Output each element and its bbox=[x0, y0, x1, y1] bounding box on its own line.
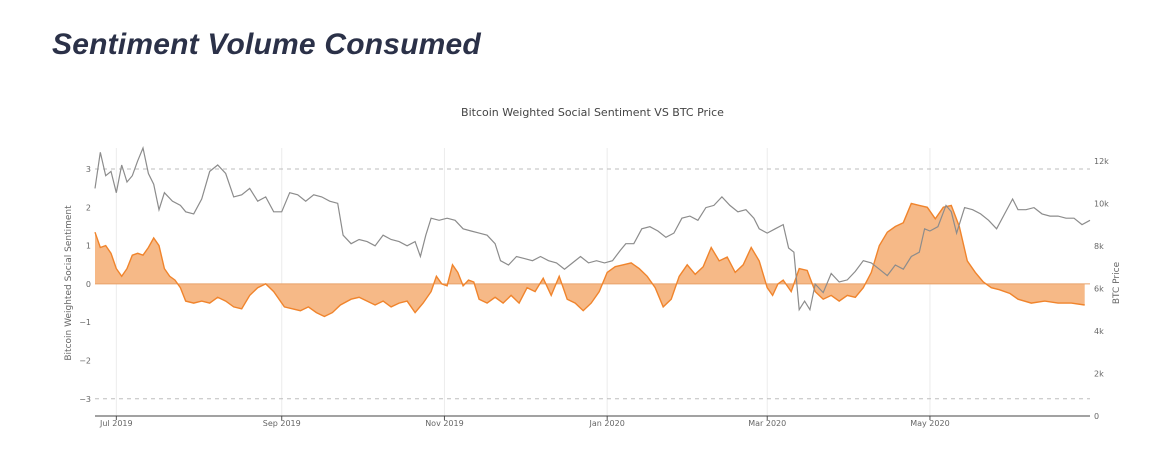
y2-tick-label: 4k bbox=[1094, 327, 1104, 336]
y2-tick-label: 2k bbox=[1094, 369, 1104, 378]
x-tick-label: Mar 2020 bbox=[748, 419, 786, 428]
chart-title: Bitcoin Weighted Social Sentiment VS BTC… bbox=[461, 106, 724, 119]
x-tick-label: Nov 2019 bbox=[425, 419, 464, 428]
y-tick-label: −1 bbox=[79, 318, 91, 327]
page-title: Sentiment Volume Consumed bbox=[52, 28, 481, 61]
axes: Jul 2019 Sep 2019 Nov 2019 Jan 2020 Mar 2020… bbox=[79, 157, 1109, 428]
x-tick-label: May 2020 bbox=[910, 419, 949, 428]
x-tick-label: Jul 2019 bbox=[99, 419, 133, 428]
y-tick-label: 3 bbox=[86, 165, 91, 174]
y-tick-label: 1 bbox=[86, 242, 91, 251]
y-tick-label: −3 bbox=[79, 395, 91, 404]
btc-price-line bbox=[94, 145, 1091, 312]
x-tick-label: Jan 2020 bbox=[589, 419, 625, 428]
y2-tick-label: 12k bbox=[1094, 157, 1109, 166]
y2-tick-label: 6k bbox=[1094, 284, 1104, 293]
y2-tick-label: 8k bbox=[1094, 242, 1104, 251]
sentiment-line bbox=[94, 202, 1085, 318]
price-line bbox=[94, 145, 1091, 312]
sentiment-fill bbox=[95, 203, 1085, 317]
y-tick-label: 2 bbox=[86, 203, 91, 212]
y2-tick-label: 10k bbox=[1094, 199, 1109, 208]
y2-tick-label: 0 bbox=[1094, 412, 1099, 421]
sentiment-area bbox=[94, 202, 1090, 318]
x-tick-label: Sep 2019 bbox=[263, 419, 301, 428]
y-axis-label: Bitcoin Weighted Social Sentiment bbox=[64, 205, 74, 361]
y2-axis-label: BTC Price bbox=[1112, 261, 1122, 304]
y-tick-label: −2 bbox=[79, 356, 91, 365]
y-tick-label: 0 bbox=[86, 280, 91, 289]
